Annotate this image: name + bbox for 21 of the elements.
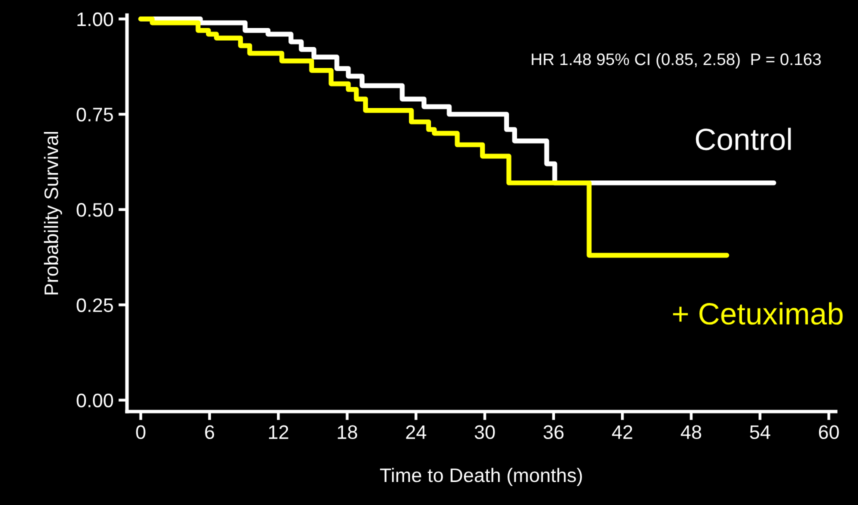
y-tick-label: 0.25 [76,298,113,312]
x-axis-title: Time to Death (months) [380,468,582,486]
x-tick-label: 0 [136,425,146,440]
x-tick-label: 48 [680,425,702,440]
x-tick-label: 12 [269,425,288,439]
series-label: + Cetuximab [673,302,843,325]
x-tick-label: 6 [205,425,214,440]
x-tick-label: 36 [544,425,564,440]
x-tick-label: 24 [406,425,426,439]
y-tick-label: 0.50 [76,203,114,217]
y-axis-title: Probability Survival [44,132,62,294]
x-tick-label: 42 [612,425,632,439]
series-label: Control [696,128,791,150]
y-tick-label: 0.00 [76,394,114,408]
y-tick-label: 1.00 [77,12,114,26]
x-tick-label: 60 [818,425,839,440]
x-tick-label: 30 [474,425,495,440]
x-tick-label: 54 [750,425,770,440]
x-tick-label: 18 [338,425,358,440]
annotation: HR 1.48 95% CI (0.85, 2.58) P = 0.163 [532,52,821,68]
y-tick-label: 0.75 [76,108,113,122]
